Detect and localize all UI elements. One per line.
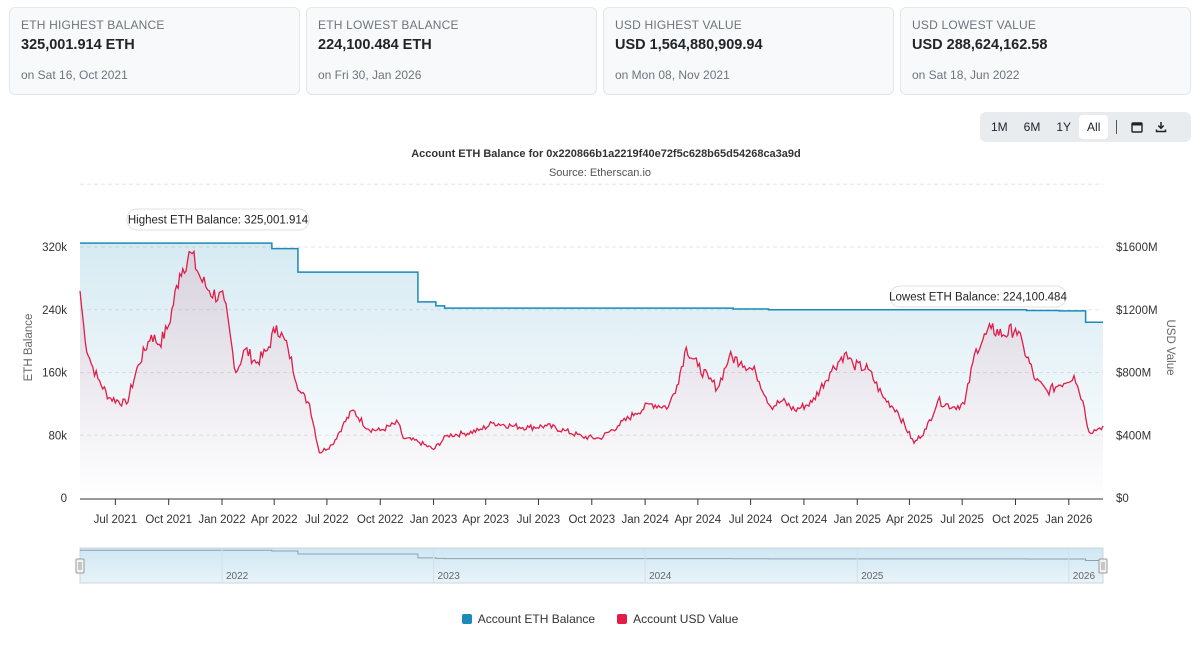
range-6m-button[interactable]: 6M: [1023, 120, 1041, 134]
card-usd-highest: USD HIGHEST VALUE USD 1,564,880,909.94 o…: [603, 7, 894, 95]
usd-value-area: [80, 251, 1103, 498]
legend-item-eth[interactable]: Account ETH Balance: [461, 612, 596, 626]
x-tick-label: Oct 2023: [568, 514, 615, 526]
navigator-series-line: [80, 549, 1103, 561]
range-1m-button[interactable]: 1M: [991, 120, 1008, 134]
card-value: USD 288,624,162.58: [912, 37, 1048, 53]
range-toolbar: 1M 6M 1Y All: [980, 112, 1191, 142]
x-tick-label: Oct 2022: [357, 514, 404, 526]
navigator-tick-label: 2023: [438, 571, 461, 582]
card-value: 325,001.914 ETH: [21, 37, 135, 53]
x-tick-label: Oct 2024: [781, 514, 828, 526]
x-tick-label: Apr 2022: [251, 514, 298, 526]
highest-balance-annotation: Highest ETH Balance: 325,001.914: [126, 208, 310, 231]
legend-item-usd[interactable]: Account USD Value: [617, 612, 738, 626]
y-left-tick-label: 240k: [42, 305, 67, 317]
y-right-tick-label: $0: [1116, 493, 1129, 505]
card-date: on Sat 16, Oct 2021: [21, 68, 128, 82]
calendar-icon[interactable]: [1125, 115, 1149, 139]
x-tick-label: Jul 2025: [940, 514, 983, 526]
y-right-tick-label: $800M: [1116, 368, 1151, 380]
y-right-axis-title: USD Value: [1164, 319, 1176, 375]
x-tick-label: Oct 2021: [145, 514, 192, 526]
range-1y-button[interactable]: 1Y: [1056, 120, 1072, 134]
legend-swatch-eth: [461, 614, 472, 624]
card-label: USD HIGHEST VALUE: [615, 18, 742, 32]
card-eth-highest: ETH HIGHEST BALANCE 325,001.914 ETH on S…: [9, 7, 300, 95]
annotation-label: Highest ETH Balance: 325,001.914: [128, 215, 309, 227]
card-date: on Mon 08, Nov 2021: [615, 68, 730, 82]
card-label: ETH LOWEST BALANCE: [318, 18, 459, 32]
y-left-tick-label: 80k: [48, 430, 67, 442]
x-tick-label: Jul 2022: [305, 514, 348, 526]
lowest-balance-annotation: Lowest ETH Balance: 224,100.484: [889, 285, 1067, 308]
card-value: 224,100.484 ETH: [318, 37, 432, 53]
annotation-label: Lowest ETH Balance: 224,100.484: [889, 292, 1067, 304]
x-tick-label: Apr 2023: [462, 514, 509, 526]
card-usd-lowest: USD LOWEST VALUE USD 288,624,162.58 on S…: [900, 7, 1191, 95]
card-value: USD 1,564,880,909.94: [615, 37, 763, 53]
chart-legend: Account ETH Balance Account USD Value: [0, 612, 1200, 626]
range-all-button[interactable]: All: [1079, 115, 1109, 139]
card-eth-lowest: ETH LOWEST BALANCE 224,100.484 ETH on Fr…: [306, 7, 597, 95]
navigator-tick-label: 2022: [226, 571, 249, 582]
navigator-window[interactable]: [79, 547, 1104, 584]
chart-subtitle: Source: Etherscan.io: [549, 167, 651, 179]
x-tick-label: Oct 2025: [992, 514, 1039, 526]
y-right-tick-label: $1200M: [1116, 305, 1158, 317]
legend-label: Account USD Value: [633, 612, 739, 626]
y-right-tick-label: $400M: [1116, 430, 1151, 442]
x-tick-label: Jan 2026: [1045, 514, 1092, 526]
card-date: on Fri 30, Jan 2026: [318, 68, 422, 82]
navigator-tick-label: 2025: [861, 571, 884, 582]
x-tick-label: Jul 2024: [729, 514, 773, 526]
x-tick-label: Apr 2025: [886, 514, 933, 526]
usd-value-line: [79, 249, 1104, 454]
card-date: on Sat 18, Jun 2022: [912, 68, 1020, 82]
x-tick-label: Apr 2024: [675, 514, 722, 526]
x-tick-label: Jan 2025: [834, 514, 881, 526]
navigator-tick-label: 2024: [649, 571, 672, 582]
navigator-tick-label: 2026: [1073, 571, 1096, 582]
legend-label: Account ETH Balance: [477, 612, 596, 626]
y-left-tick-label: 0: [61, 493, 67, 505]
legend-swatch-usd: [617, 614, 628, 624]
card-label: ETH HIGHEST BALANCE: [21, 18, 165, 32]
navigator-handle-left[interactable]: [75, 558, 85, 574]
x-tick-label: Jan 2024: [621, 514, 669, 526]
y-left-tick-label: 160k: [42, 368, 67, 380]
toolbar-divider: [1116, 120, 1118, 134]
eth-balance-line: [80, 242, 1103, 323]
y-right-tick-label: $1600M: [1116, 242, 1158, 254]
x-tick-label: Jan 2022: [198, 514, 245, 526]
chart-title: Account ETH Balance for 0x220866b1a2219f…: [411, 148, 801, 160]
download-icon[interactable]: [1149, 115, 1173, 139]
y-left-tick-label: 320k: [42, 242, 67, 254]
x-tick-label: Jan 2023: [410, 514, 457, 526]
x-tick-label: Jul 2023: [517, 514, 560, 526]
card-label: USD LOWEST VALUE: [912, 18, 1037, 32]
annotation-box: [126, 208, 310, 231]
navigator-handle-right[interactable]: [1098, 558, 1108, 574]
x-tick-label: Jul 2021: [94, 514, 137, 526]
annotation-box: [889, 285, 1067, 308]
summary-cards: ETH HIGHEST BALANCE 325,001.914 ETH on S…: [9, 7, 1191, 95]
y-left-axis-title: ETH Balance: [23, 314, 35, 382]
